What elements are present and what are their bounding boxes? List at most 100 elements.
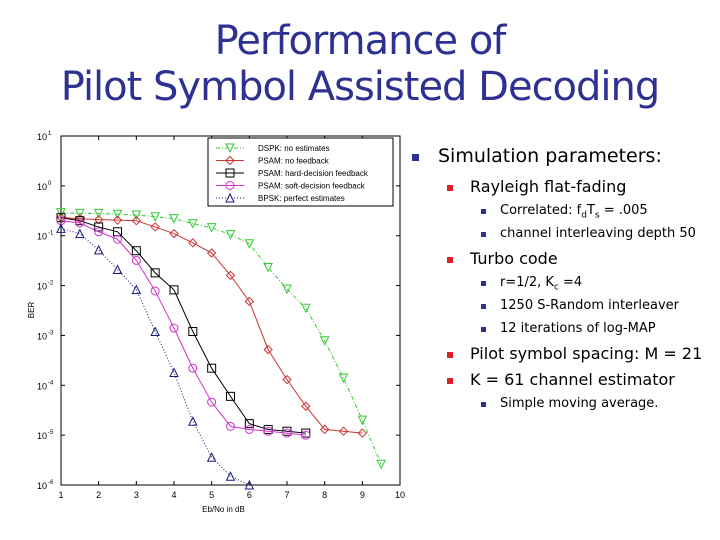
- diamond-marker: [93, 214, 104, 225]
- square-marker: [113, 227, 122, 237]
- legend-label: BPSK: perfect estimates: [258, 194, 345, 203]
- x-tick-label: 3: [134, 490, 139, 500]
- triangle-up-marker: [206, 452, 217, 462]
- simulation-parameters-list: Simulation parameters: Rayleigh flat-fad…: [410, 145, 720, 419]
- square-marker: [94, 222, 104, 232]
- diamond-marker: [188, 238, 198, 248]
- circle-marker: [226, 421, 235, 431]
- y-tick-exponent: -4: [48, 380, 54, 386]
- diamond-marker: [131, 215, 142, 226]
- diamond-marker: [225, 270, 236, 281]
- x-tick-label: 4: [171, 490, 176, 500]
- square-marker: [188, 326, 198, 336]
- triangle-down-marker: [131, 210, 142, 221]
- diamond-marker: [301, 401, 311, 411]
- x-tick-label: 5: [209, 490, 214, 500]
- y-axis-label: BER: [27, 302, 36, 319]
- triangle-up-marker: [150, 326, 160, 336]
- y-tick-label: 10: [37, 481, 47, 491]
- triangle-up-marker: [75, 228, 85, 239]
- circle-marker: [188, 363, 198, 373]
- y-tick-exponent: 0: [48, 181, 52, 187]
- diamond-marker: [357, 428, 368, 438]
- bullet-square-icon: [447, 185, 453, 191]
- y-tick-exponent: -1: [48, 231, 54, 237]
- bullet-square-icon: [481, 402, 486, 407]
- y-tick-exponent: -5: [48, 430, 54, 436]
- circle-marker: [75, 218, 85, 228]
- bullet-square-icon: [412, 154, 419, 161]
- square-marker: [225, 168, 235, 178]
- triangle-up-marker: [131, 284, 142, 295]
- diamond-marker: [282, 374, 292, 385]
- bullet-interleaver: 1250 S-Random interleaver: [481, 298, 720, 318]
- square-marker: [131, 246, 141, 256]
- x-tick-label: 10: [395, 490, 405, 500]
- triangle-down-marker: [75, 208, 85, 219]
- y-tick-exponent: -3: [48, 330, 54, 336]
- bullet-square-icon: [481, 281, 486, 286]
- series-line: [60, 212, 382, 465]
- triangle-down-marker: [225, 230, 236, 240]
- diamond-marker: [244, 296, 255, 307]
- triangle-down-marker: [112, 209, 123, 220]
- diamond-marker: [263, 344, 273, 355]
- x-tick-label: 7: [284, 490, 289, 500]
- y-tick-label: 10: [37, 331, 47, 341]
- triangle-down-marker: [93, 208, 104, 219]
- triangle-up-marker: [225, 471, 236, 481]
- bullet-estimator: K = 61 channel estimator: [447, 370, 720, 392]
- triangle-down-marker: [338, 373, 349, 384]
- triangle-up-marker: [112, 264, 123, 275]
- legend-label: DSPK: no estimates: [258, 144, 330, 153]
- legend-box: [207, 137, 394, 207]
- diamond-marker: [112, 215, 123, 225]
- x-tick-label: 6: [247, 490, 252, 500]
- triangle-down-marker: [263, 263, 273, 273]
- x-tick-label: 9: [360, 490, 365, 500]
- series-line: [60, 217, 363, 434]
- triangle-down-marker: [357, 415, 368, 426]
- diamond-marker: [225, 155, 235, 166]
- bullet-square-icon: [481, 327, 486, 332]
- legend-label: PSAM: soft-decision feedback: [258, 182, 366, 191]
- bullet-rate: r=1/2, Kc =4: [481, 275, 720, 295]
- triangle-down-marker: [169, 214, 179, 224]
- y-tick-label: 10: [37, 182, 47, 192]
- circle-marker: [263, 426, 273, 436]
- y-tick-exponent: -6: [48, 480, 54, 486]
- diamond-marker: [206, 248, 217, 258]
- triangle-down-marker: [188, 219, 198, 229]
- bullet-turbo: Turbo code: [447, 249, 720, 271]
- y-tick-label: 10: [37, 431, 47, 441]
- triangle-down-marker: [244, 239, 255, 249]
- bullet-square-icon: [481, 209, 486, 214]
- square-marker: [75, 216, 85, 226]
- slide-title: Performance of Pilot Symbol Assisted Dec…: [0, 18, 720, 110]
- diamond-marker: [169, 228, 179, 239]
- bullet-square-icon: [481, 304, 486, 309]
- circle-marker: [150, 286, 160, 296]
- bullet-rayleigh: Rayleigh flat-fading: [447, 177, 720, 199]
- triangle-down-marker: [150, 212, 160, 222]
- legend-label: PSAM: hard-decision feedback: [258, 169, 369, 178]
- circle-marker: [207, 397, 217, 407]
- bullet-correlated: Correlated: fdTs = .005: [481, 203, 720, 223]
- title-line-1: Performance of: [214, 18, 507, 64]
- legend-label: PSAM: no feedback: [258, 157, 330, 166]
- triangle-down-marker: [301, 303, 311, 314]
- bullet-moving-average: Simple moving average.: [481, 396, 720, 416]
- y-tick-exponent: 1: [48, 131, 52, 137]
- square-marker: [56, 213, 66, 223]
- triangle-up-marker: [244, 479, 255, 490]
- square-marker: [226, 391, 235, 401]
- triangle-up-marker: [225, 192, 235, 203]
- circle-marker: [113, 234, 122, 244]
- square-marker: [207, 363, 217, 373]
- triangle-down-marker: [376, 459, 386, 470]
- triangle-up-marker: [169, 367, 179, 378]
- x-axis-label: Eb/No in dB: [202, 505, 245, 514]
- circle-marker: [301, 430, 311, 440]
- circle-marker: [282, 428, 292, 438]
